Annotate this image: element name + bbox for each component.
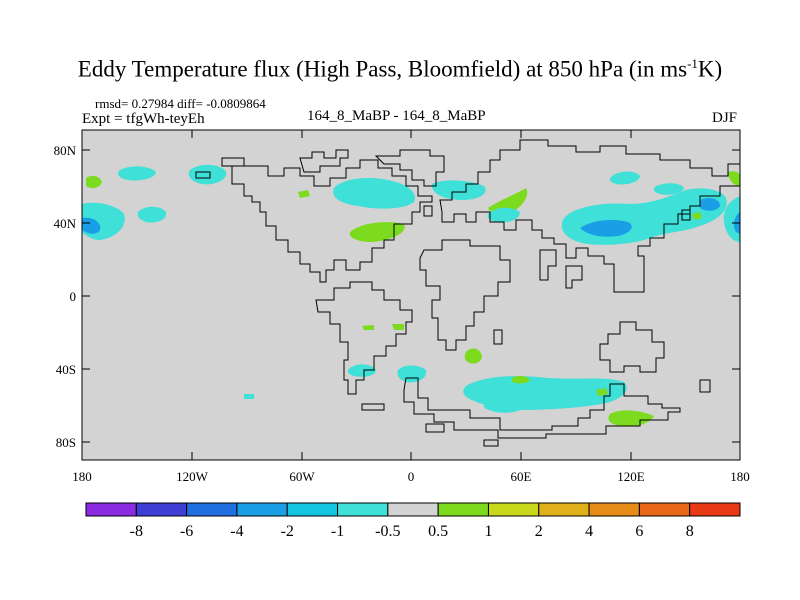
expt-label: Expt = tfgWh-teyEh xyxy=(82,111,205,127)
colorbar-label: -4 xyxy=(230,523,243,540)
colorbar-label: -6 xyxy=(180,523,193,540)
colorbar-swatch xyxy=(437,502,489,517)
coast-falklands xyxy=(361,403,385,411)
colorbar-label: -8 xyxy=(130,523,143,540)
title-superscript: -1 xyxy=(687,56,698,71)
y-tick-label: 40S xyxy=(56,362,76,377)
y-tick-labels: 80N 40N 0 40S 80S xyxy=(54,143,77,450)
colorbar-label: 4 xyxy=(585,523,593,540)
contour-cyan-npac-small xyxy=(137,206,167,223)
coastlines xyxy=(195,139,740,447)
contour-cyan-natl xyxy=(333,178,416,209)
coast-antarctic-peninsula xyxy=(425,423,445,433)
contour-cyan-natl-2 xyxy=(431,180,486,200)
x-tick-label: 0 xyxy=(408,469,415,484)
season-label: DJF xyxy=(712,110,738,126)
contour-cyan-arctic-alaska xyxy=(188,164,227,185)
colorbar-swatch xyxy=(286,502,339,517)
coast-se-asia xyxy=(565,265,583,289)
contour-cyan-asia-n xyxy=(609,171,640,185)
contour-cyan-satl xyxy=(347,364,376,377)
coast-australia xyxy=(599,321,665,373)
colorbar-swatch xyxy=(186,502,238,517)
contour-green-small xyxy=(298,190,310,198)
coast-north-america xyxy=(221,157,433,283)
x-tick-label: 60E xyxy=(511,469,532,484)
coast-south-america xyxy=(315,281,413,395)
contour-cyan-npac-n xyxy=(653,183,684,195)
x-tick-label: 60W xyxy=(289,469,315,484)
y-tick-label: 80S xyxy=(56,435,76,450)
colorbar-swatch xyxy=(538,502,590,517)
coast-madagascar xyxy=(493,329,503,345)
colorbar-swatch xyxy=(387,502,439,517)
y-tick-label: 40N xyxy=(54,216,77,231)
y-tick-label: 80N xyxy=(54,143,77,158)
rmsd-diff-label: rmsd= 0.27984 diff= -0.0809864 xyxy=(95,96,266,111)
colorbar-swatch xyxy=(487,502,540,517)
x-tick-label: 120W xyxy=(176,469,209,484)
title-main: Eddy Temperature flux (High Pass, Bloomf… xyxy=(77,56,688,82)
contour-green-sa-2 xyxy=(392,324,404,330)
colorbar-swatch xyxy=(236,502,288,517)
contour-green-africa xyxy=(464,348,482,364)
coast-uk xyxy=(423,205,433,217)
colorbar-swatch xyxy=(689,502,741,517)
title-end: K) xyxy=(697,56,723,82)
colorbar-swatch xyxy=(588,502,640,517)
contour-fills xyxy=(82,164,740,427)
contour-blue-npac-main-2 xyxy=(700,198,720,211)
colorbar-swatch xyxy=(85,502,137,517)
contour-green-natl xyxy=(349,222,405,242)
contour-cyan-asia xyxy=(487,207,520,223)
contour-green-asia xyxy=(488,188,528,215)
coast-india xyxy=(539,249,557,281)
coast-alaska-islands xyxy=(195,171,211,179)
colorbar-swatch xyxy=(638,502,691,517)
contour-green-southern-2 xyxy=(608,410,654,427)
contour-cyan-arctic-pac xyxy=(118,166,156,181)
coast-eurasia xyxy=(439,139,740,293)
colorbar-label: -1 xyxy=(331,523,344,540)
colorbar-label: 2 xyxy=(535,523,543,540)
colorbar xyxy=(85,502,741,517)
contour-green-southern-1 xyxy=(512,375,530,384)
contour-cyan-satl-2 xyxy=(397,365,427,383)
coast-africa xyxy=(419,239,511,351)
x-tick-labels: 180 120W 60W 0 60E 120E 180 xyxy=(72,469,750,484)
colorbar-label: 0.5 xyxy=(428,523,448,540)
colorbar-label: 1 xyxy=(484,523,492,540)
contour-cyan-southern-small xyxy=(244,394,254,399)
colorbar-label: 6 xyxy=(635,523,643,540)
x-tick-label: 180 xyxy=(72,469,92,484)
coast-new-zealand xyxy=(699,379,711,393)
case-label: 164_8_MaBP - 164_8_MaBP xyxy=(307,108,486,124)
colorbar-swatch xyxy=(135,502,188,517)
coast-greenland xyxy=(374,149,445,187)
coast-antarctica xyxy=(403,377,681,439)
contour-green-pac-small xyxy=(692,212,702,220)
axis-ticks xyxy=(81,130,741,460)
contour-cyan-southern-ocean-2 xyxy=(483,400,524,413)
contour-blue-npac-west xyxy=(82,217,101,234)
contour-blue-npac-main xyxy=(580,220,632,237)
colorbar-swatch xyxy=(337,502,389,517)
contour-green-southern-3 xyxy=(596,388,608,396)
x-tick-label: 180 xyxy=(730,469,750,484)
contour-green-arctic-e xyxy=(728,171,740,186)
colorbar-label: 8 xyxy=(686,523,694,540)
plot-title: Eddy Temperature flux (High Pass, Bloomf… xyxy=(0,56,800,83)
contour-green-sa-1 xyxy=(362,325,374,330)
x-tick-label: 120E xyxy=(617,469,645,484)
coast-arctic-islands xyxy=(299,149,349,173)
contour-green-arctic-pac xyxy=(86,175,102,189)
map-background xyxy=(82,130,740,460)
y-tick-label: 0 xyxy=(70,289,77,304)
colorbar-labels: -8 -6 -4 -2 -1 -0.5 0.5 1 2 4 6 8 xyxy=(130,523,694,540)
coast-antarctic-island xyxy=(483,439,499,447)
coast-japan xyxy=(681,209,691,221)
colorbar-label: -0.5 xyxy=(375,523,400,540)
colorbar-label: -2 xyxy=(281,523,294,540)
